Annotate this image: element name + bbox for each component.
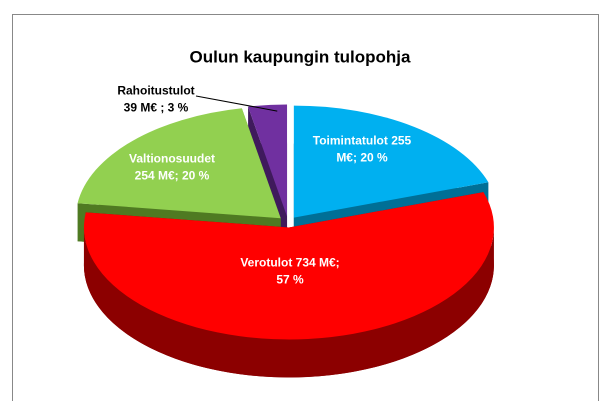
- data-label: Valtionosuudet: [129, 152, 215, 166]
- data-label: 57 %: [276, 273, 304, 287]
- data-label: Verotulot 734 M€;: [240, 256, 339, 270]
- slice: [77, 108, 281, 219]
- slice-side: [83, 227, 494, 378]
- slice: [83, 192, 494, 340]
- data-label: M€; 20 %: [336, 151, 388, 165]
- slice: [248, 104, 288, 217]
- chart-title: Oulun kaupungin tulopohja: [190, 47, 412, 66]
- slice: [293, 105, 489, 218]
- data-label: Rahoitustulot: [117, 84, 194, 98]
- leader-line: [195, 95, 278, 112]
- data-label: 254 M€; 20 %: [135, 169, 210, 183]
- data-label: Toimintatulot 255: [313, 134, 412, 148]
- data-label: 39 M€ ; 3 %: [124, 101, 189, 115]
